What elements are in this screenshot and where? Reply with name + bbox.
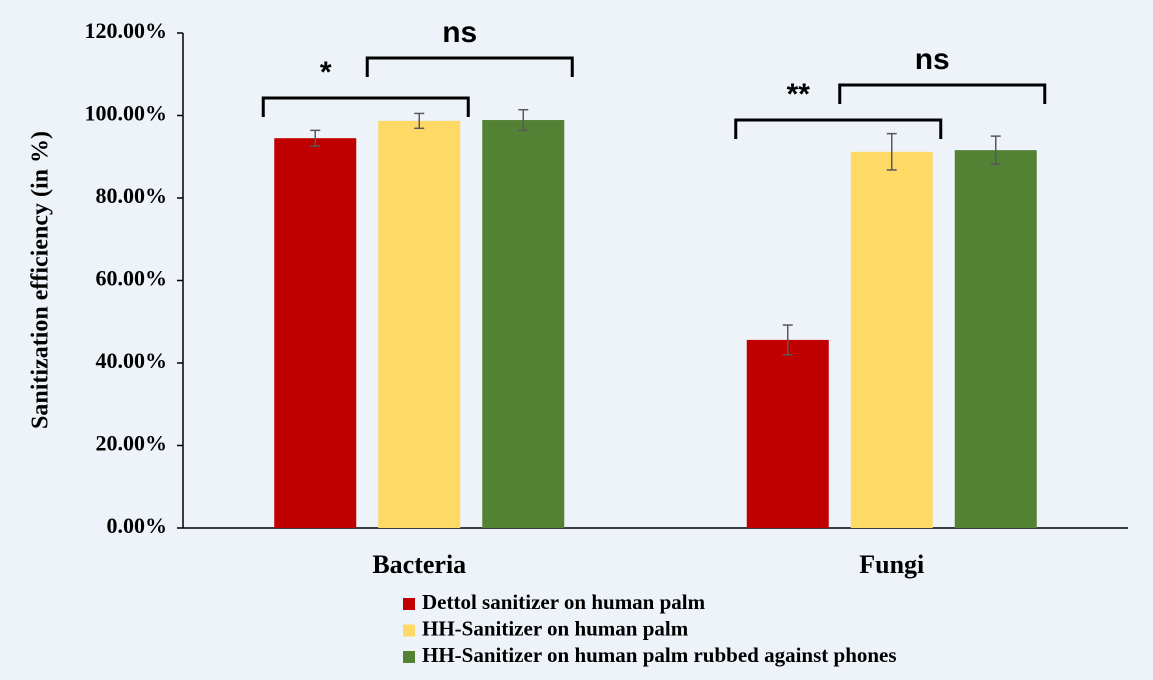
y-tick-label: 80.00% bbox=[96, 183, 168, 208]
error-bar bbox=[886, 132, 897, 171]
significance-bracket bbox=[261, 96, 470, 117]
legend-label: HH-Sanitizer on human palm bbox=[422, 616, 689, 640]
legend-label: HH-Sanitizer on human palm rubbed agains… bbox=[422, 643, 897, 667]
error-bar bbox=[782, 324, 793, 356]
bar bbox=[954, 150, 1037, 528]
significance-bracket bbox=[838, 83, 1047, 104]
error-bar bbox=[518, 108, 529, 132]
error-bar bbox=[990, 135, 1001, 165]
bar bbox=[746, 339, 829, 528]
x-tick-label: Bacteria bbox=[372, 550, 466, 579]
y-tick-label: 60.00% bbox=[96, 266, 168, 291]
legend-swatch bbox=[403, 598, 415, 610]
bar bbox=[274, 138, 357, 528]
legend-label: Dettol sanitizer on human palm bbox=[422, 590, 706, 614]
legend-swatch bbox=[403, 624, 415, 637]
significance-label: ** bbox=[787, 78, 811, 111]
error-bar bbox=[414, 112, 425, 130]
legend-swatch bbox=[403, 651, 415, 663]
significance-bracket bbox=[734, 118, 943, 139]
significance-label: ns bbox=[442, 16, 477, 49]
y-tick-label: 40.00% bbox=[96, 348, 168, 373]
significance-bracket bbox=[365, 56, 574, 77]
y-tick-label: 0.00% bbox=[107, 513, 168, 538]
error-bar bbox=[310, 129, 321, 147]
bar bbox=[850, 151, 933, 529]
y-axis-label: Sanitization efficiency (in %) bbox=[28, 131, 54, 429]
bar bbox=[378, 120, 461, 529]
significance-label: ns bbox=[915, 43, 950, 76]
y-tick-label: 120.00% bbox=[85, 18, 168, 43]
significance-label: * bbox=[320, 56, 332, 89]
bar bbox=[482, 120, 565, 528]
y-tick-label: 20.00% bbox=[96, 431, 168, 456]
y-tick-label: 100.00% bbox=[85, 101, 168, 126]
x-tick-label: Fungi bbox=[859, 550, 924, 579]
